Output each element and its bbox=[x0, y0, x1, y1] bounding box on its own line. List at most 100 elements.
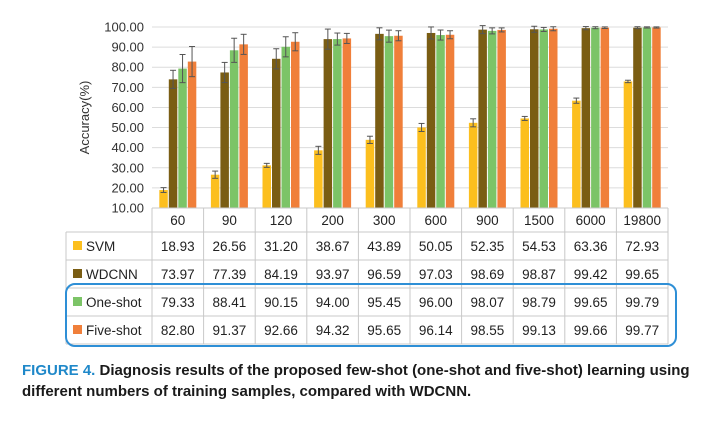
bar bbox=[281, 46, 290, 208]
table-cell: 96.59 bbox=[367, 267, 401, 282]
bar bbox=[642, 27, 652, 208]
highlight-box bbox=[65, 283, 677, 347]
table-cell: 99.77 bbox=[625, 323, 659, 338]
bar bbox=[633, 27, 642, 208]
x-tick-label: 1500 bbox=[524, 213, 554, 228]
bar bbox=[291, 41, 300, 209]
y-tick-label: 50.00 bbox=[111, 120, 144, 135]
bar bbox=[591, 27, 600, 208]
table-cell: 90.15 bbox=[264, 295, 298, 310]
table-cell: 82.80 bbox=[161, 323, 195, 338]
table-cell: 97.03 bbox=[419, 267, 453, 282]
y-tick-label: 90.00 bbox=[111, 40, 144, 55]
table-cell: 88.41 bbox=[213, 295, 247, 310]
x-tick-label: 200 bbox=[321, 213, 344, 228]
table-cell: 38.67 bbox=[316, 239, 350, 254]
table-cell: 98.07 bbox=[471, 295, 505, 310]
legend-swatch bbox=[73, 241, 82, 250]
table-cell: 98.55 bbox=[471, 323, 505, 338]
legend-swatch bbox=[73, 325, 82, 334]
x-tick-label: 300 bbox=[373, 213, 396, 228]
table-cell: 26.56 bbox=[213, 239, 247, 254]
table-cell: 31.20 bbox=[264, 239, 298, 254]
x-tick-label: 60 bbox=[170, 213, 185, 228]
bar bbox=[210, 174, 220, 208]
table-cell: 99.79 bbox=[625, 295, 659, 310]
bar bbox=[487, 30, 497, 209]
table-cell: 95.65 bbox=[367, 323, 401, 338]
x-tick-label: 19800 bbox=[623, 213, 661, 228]
table-cell: 18.93 bbox=[161, 239, 195, 254]
table-cell: 94.32 bbox=[316, 323, 350, 338]
y-tick-label: 40.00 bbox=[111, 140, 144, 155]
bar bbox=[530, 29, 539, 209]
table-cell: 95.45 bbox=[367, 295, 401, 310]
table-cell: 91.37 bbox=[213, 323, 247, 338]
bar bbox=[333, 39, 342, 208]
legend-label: Five-shot bbox=[86, 323, 142, 338]
table-cell: 99.13 bbox=[522, 323, 556, 338]
bar bbox=[220, 72, 229, 208]
bar bbox=[159, 190, 168, 208]
bar bbox=[417, 127, 426, 208]
y-tick-label: 100.00 bbox=[104, 20, 144, 35]
bar bbox=[375, 33, 384, 209]
bar bbox=[600, 27, 610, 208]
x-tick-label: 900 bbox=[476, 213, 499, 228]
y-tick-label: 10.00 bbox=[111, 201, 144, 216]
y-tick-label: 60.00 bbox=[111, 100, 144, 115]
bar bbox=[478, 29, 487, 209]
figure-label: FIGURE 4. bbox=[22, 362, 96, 379]
table-cell: 98.87 bbox=[522, 267, 556, 282]
bar bbox=[436, 35, 445, 208]
table-cell: 43.89 bbox=[367, 239, 401, 254]
caption-text: Diagnosis results of the proposed few-sh… bbox=[22, 362, 690, 400]
bar bbox=[623, 81, 633, 208]
bar bbox=[445, 34, 455, 208]
chart: 10.00 20.00 30.00 40.00 50.00 60.00 70.00 80.00… bbox=[65, 20, 677, 347]
table-cell: 84.19 bbox=[264, 267, 298, 282]
table-cell: 98.79 bbox=[522, 295, 556, 310]
y-tick-label: 80.00 bbox=[111, 60, 144, 75]
bar bbox=[572, 100, 581, 208]
bar bbox=[239, 44, 248, 208]
legend-label: SVM bbox=[86, 239, 115, 254]
bar bbox=[262, 165, 271, 208]
legend-swatch bbox=[73, 269, 82, 278]
table-cell: 94.00 bbox=[316, 295, 350, 310]
table-cell: 50.05 bbox=[419, 239, 453, 254]
bar bbox=[549, 28, 558, 209]
y-tick-label: 20.00 bbox=[111, 180, 144, 195]
table-cell: 92.66 bbox=[264, 323, 298, 338]
y-tick-label: 70.00 bbox=[111, 80, 144, 95]
table-cell: 99.65 bbox=[574, 295, 608, 310]
x-tick-label: 6000 bbox=[576, 213, 606, 228]
bar bbox=[539, 29, 548, 209]
table-cell: 93.97 bbox=[316, 267, 350, 282]
bar bbox=[394, 35, 403, 208]
bar bbox=[168, 79, 178, 209]
y-axis-label: Accuracy(%) bbox=[77, 81, 92, 155]
figure-caption: FIGURE 4. Diagnosis results of the propo… bbox=[22, 360, 692, 402]
legend-label: One-shot bbox=[86, 295, 142, 310]
x-tick-label: 120 bbox=[270, 213, 293, 228]
bar bbox=[426, 32, 436, 209]
table-cell: 63.36 bbox=[574, 239, 608, 254]
bar bbox=[581, 28, 591, 209]
bar bbox=[497, 29, 506, 209]
bar bbox=[365, 139, 375, 208]
bar bbox=[520, 118, 529, 208]
bar bbox=[323, 39, 333, 208]
y-tick-label: 30.00 bbox=[111, 160, 144, 175]
x-tick-label: 90 bbox=[222, 213, 237, 228]
x-tick-label: 600 bbox=[425, 213, 448, 228]
table-cell: 96.14 bbox=[419, 323, 453, 338]
bar bbox=[272, 58, 281, 208]
table-cell: 54.53 bbox=[522, 239, 556, 254]
legend-label: WDCNN bbox=[86, 267, 138, 282]
table-cell: 99.65 bbox=[625, 267, 659, 282]
table-cell: 96.00 bbox=[419, 295, 453, 310]
legend-swatch bbox=[73, 297, 82, 306]
bar bbox=[652, 27, 661, 208]
table-cell: 99.66 bbox=[574, 323, 608, 338]
